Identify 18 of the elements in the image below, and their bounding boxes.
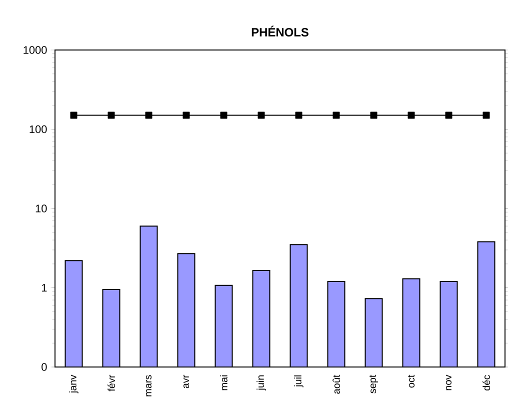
y-tick-label: 1 <box>42 284 47 292</box>
x-tick-label: déc <box>482 375 490 390</box>
y-tick-label: 100 <box>30 125 47 134</box>
x-tick-label: janv <box>69 374 78 394</box>
y-tick-label: 1000 <box>24 46 47 54</box>
x-tick-label: oct <box>408 374 415 388</box>
x-tick-label: nov <box>446 374 452 390</box>
x-tick-label: août <box>332 374 340 394</box>
x-tick-label: mars <box>146 375 152 396</box>
chart-title: PHÉNOLS <box>252 26 308 36</box>
y-tick-label: 10 <box>36 204 47 212</box>
x-tick-label: juin <box>256 375 266 391</box>
x-tick-label: févr <box>108 374 115 392</box>
x-tick-label: avr <box>184 374 189 388</box>
y-tick-label: 0 <box>42 363 47 371</box>
x-tick-label: mai <box>220 375 228 390</box>
x-tick-label: sept <box>370 374 378 394</box>
x-tick-label: juil <box>294 375 304 388</box>
